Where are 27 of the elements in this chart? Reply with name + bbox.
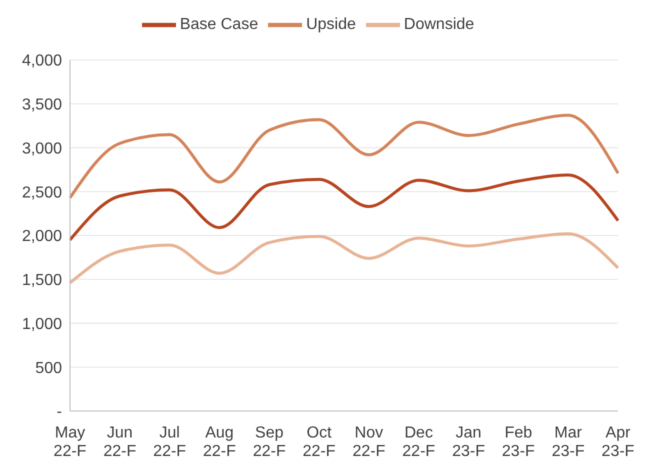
y-tick-label: 3,000 [22, 140, 62, 158]
x-tick-label: Jul 22-F [153, 424, 186, 460]
x-tick-label: Mar 23-F [552, 424, 585, 460]
x-tick-label: Aug 22-F [203, 424, 236, 460]
line-series [68, 173, 620, 242]
x-tick-label: Oct 22-F [302, 424, 336, 460]
line-series [68, 114, 620, 200]
y-tick-label: 4,000 [22, 52, 62, 70]
x-tick-label: Sep 22-F [252, 424, 286, 460]
legend-label: Upside [306, 16, 356, 34]
legend-label: Downside [404, 16, 474, 34]
x-tick-label: Jan 23-F [452, 424, 486, 460]
y-tick-label: 3,500 [22, 96, 62, 114]
x-tick-label: May 22-F [54, 424, 87, 460]
line-series [68, 232, 620, 284]
y-tick-label: 1,500 [22, 272, 62, 290]
x-tick-label: Dec 22-F [402, 424, 436, 460]
y-tick-label: 500 [35, 360, 62, 377]
x-tick-label: Nov 22-F [352, 424, 386, 460]
y-tick-label: - [56, 404, 62, 421]
x-tick-label: Jun 22-F [103, 424, 136, 460]
y-tick-label: 2,000 [22, 228, 62, 246]
y-tick-label: 2,500 [22, 184, 62, 202]
x-tick-label: Apr 23-F [602, 424, 635, 460]
y-tick-label: 1,000 [22, 316, 62, 333]
x-tick-label: Feb 23-F [502, 424, 536, 460]
legend-label: Base Case [180, 16, 258, 34]
